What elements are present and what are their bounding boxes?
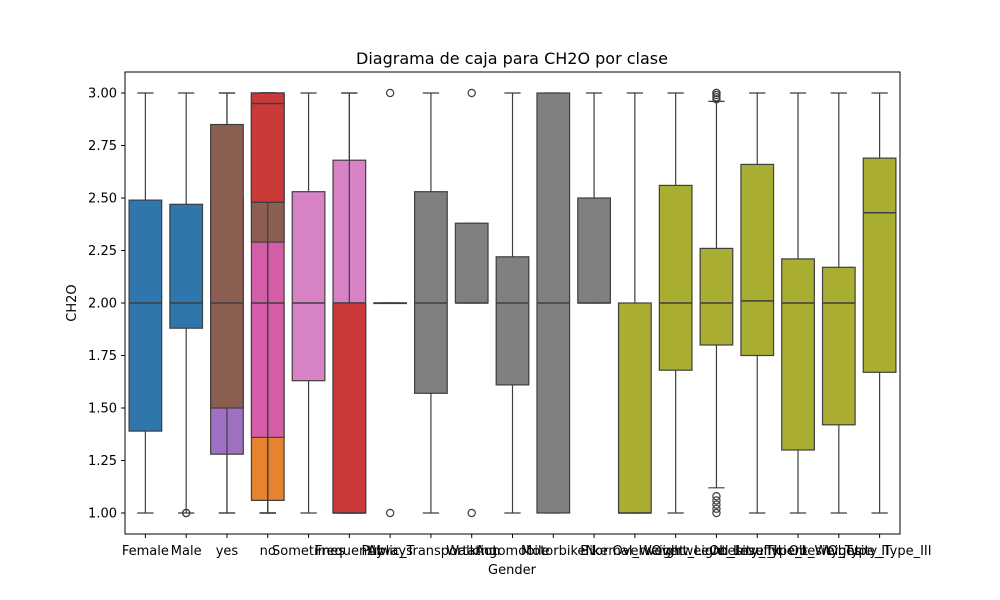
box-iqr — [128, 199, 163, 432]
box-group — [454, 88, 489, 518]
box-group — [862, 92, 897, 514]
box-iqr — [658, 184, 693, 371]
box-group — [821, 92, 856, 514]
y-tick-label: 2.25 — [88, 244, 117, 259]
box-iqr — [617, 302, 652, 514]
outlier-point — [712, 492, 721, 501]
plot-area — [128, 88, 897, 518]
box-group — [414, 92, 448, 514]
box-group — [373, 88, 408, 518]
x-tick-label: Frequently — [315, 544, 384, 559]
box-group — [699, 88, 734, 518]
x-tick-label: Overweight_Level_II — [651, 544, 781, 559]
y-tick-label: 2.00 — [88, 297, 117, 312]
x-tick-label: Normal_Weight — [585, 544, 684, 559]
outlier-point — [712, 500, 721, 509]
x-tick-label: Bike — [580, 544, 608, 559]
x-tick-label: no — [260, 544, 276, 559]
box-iqr — [210, 123, 244, 409]
box-iqr — [169, 203, 204, 329]
box-group — [577, 92, 611, 304]
y-tick-label: 1.75 — [88, 349, 117, 364]
x-tick-label: Insufficient_Weight — [736, 544, 860, 559]
x-tick-label: Motorbike — [521, 544, 586, 559]
outlier-point — [712, 496, 721, 505]
box-iqr — [740, 163, 775, 357]
x-tick-label: Automobile — [475, 544, 549, 559]
box-iqr — [414, 191, 448, 394]
box-iqr — [495, 256, 530, 386]
x-tick-label: Overweight_Level_I — [613, 544, 739, 559]
box-group — [740, 92, 775, 514]
box-group — [210, 92, 244, 514]
box-group — [781, 92, 815, 514]
y-axis-label: CH2O — [65, 284, 80, 321]
x-tick-label: Female — [122, 544, 169, 559]
x-tick-label: Obesity_Type_I — [709, 544, 805, 559]
y-tick-label: 3.00 — [88, 87, 117, 102]
y-tick-label: 2.50 — [88, 192, 117, 207]
box-group — [617, 92, 652, 514]
box-group — [536, 92, 571, 514]
box-iqr — [291, 191, 326, 382]
box-iqr — [862, 157, 897, 373]
x-tick-label: Public_Transportation — [361, 544, 500, 559]
outlier-point — [467, 88, 476, 98]
outlier-point — [385, 508, 395, 518]
box-iqr — [821, 266, 856, 426]
box-group — [332, 92, 367, 514]
x-tick-label: Sometimes — [272, 544, 345, 559]
chart-title: Diagrama de caja para CH2O por clase — [356, 49, 668, 68]
outlier-point — [712, 88, 721, 98]
outlier-point — [181, 508, 191, 518]
outlier-point — [712, 504, 721, 513]
x-tick-label: Walking — [446, 544, 497, 559]
outlier-point — [467, 508, 476, 518]
box-group — [495, 92, 530, 514]
box-group — [128, 92, 163, 514]
box-iqr — [699, 247, 734, 346]
x-tick-label: Male — [171, 544, 202, 559]
x-tick-label: yes — [216, 544, 239, 559]
box-iqr — [454, 222, 489, 304]
box-iqr — [250, 92, 285, 203]
box-iqr — [332, 302, 367, 514]
box-group — [169, 92, 204, 518]
box-group — [291, 92, 326, 514]
box-group — [658, 92, 693, 514]
y-tick-label: 1.25 — [88, 454, 117, 469]
y-tick-label: 2.75 — [88, 139, 117, 154]
outlier-point — [385, 88, 395, 98]
x-tick-label: Obesity_Type_III — [828, 544, 932, 559]
x-tick-label: Obesity_Type_II — [789, 544, 889, 559]
box-iqr — [781, 258, 815, 451]
y-tick-label: 1.00 — [88, 507, 117, 522]
box-iqr — [577, 197, 611, 304]
box-group — [250, 92, 285, 514]
x-axis-label: Gender — [488, 563, 537, 578]
outlier-point — [712, 508, 721, 518]
axes: 1.00 1.25 1.50 1.75 2.00 2.25 2.50 2.75 3.00 Fema… — [88, 87, 932, 560]
x-tick-label: Always — [367, 544, 413, 559]
y-tick-label: 1.50 — [88, 402, 117, 417]
